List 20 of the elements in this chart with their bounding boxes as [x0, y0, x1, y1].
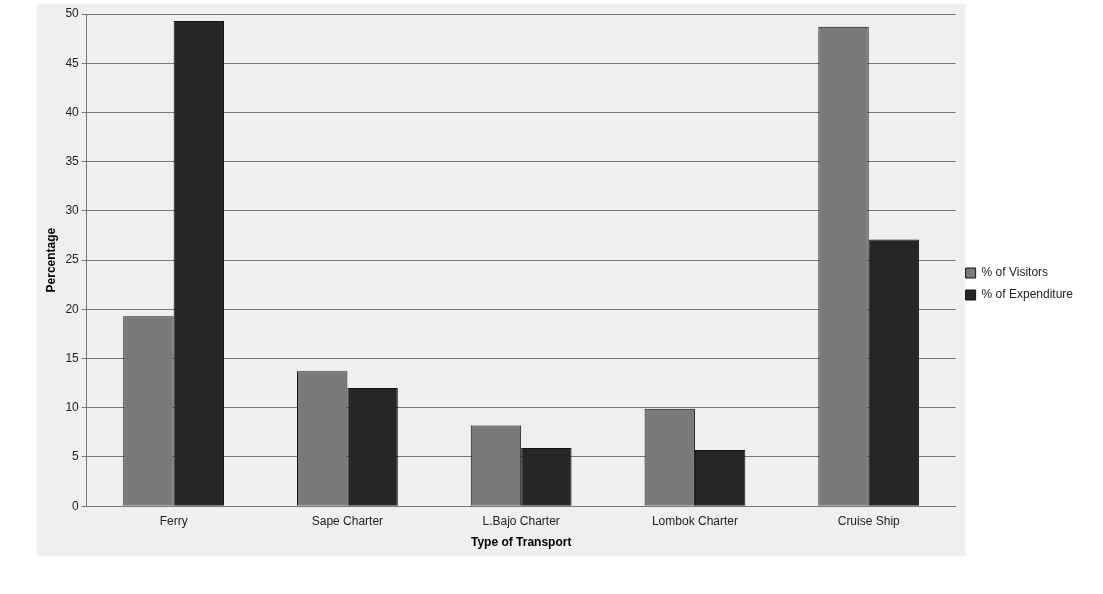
- legend-label: % of Expenditure: [981, 287, 1074, 302]
- y-axis-title: Percentage: [43, 227, 58, 293]
- legend-label: % of Visitors: [981, 265, 1049, 280]
- y-tick-label: 30: [65, 203, 80, 218]
- y-tick-label: 10: [65, 400, 80, 415]
- y-tick-label: 0: [72, 498, 80, 513]
- y-tick-label: 15: [65, 350, 80, 365]
- y-tick-label: 50: [65, 6, 80, 21]
- y-tick-label: 35: [65, 153, 80, 168]
- x-axis-title: Type of Transport: [470, 535, 572, 550]
- y-tick-label: 25: [65, 252, 80, 267]
- x-tick-label: Cruise Ship: [837, 513, 901, 528]
- y-tick-label: 5: [72, 449, 80, 464]
- x-tick-label: Sape Charter: [311, 513, 384, 528]
- x-tick-label: Lombok Charter: [651, 513, 738, 528]
- x-tick-label: Ferry: [159, 513, 188, 528]
- x-tick-label: L.Bajo Charter: [482, 513, 560, 528]
- y-tick-label: 45: [65, 55, 80, 70]
- y-tick-label: 20: [65, 301, 80, 316]
- y-tick-label: 40: [65, 104, 80, 119]
